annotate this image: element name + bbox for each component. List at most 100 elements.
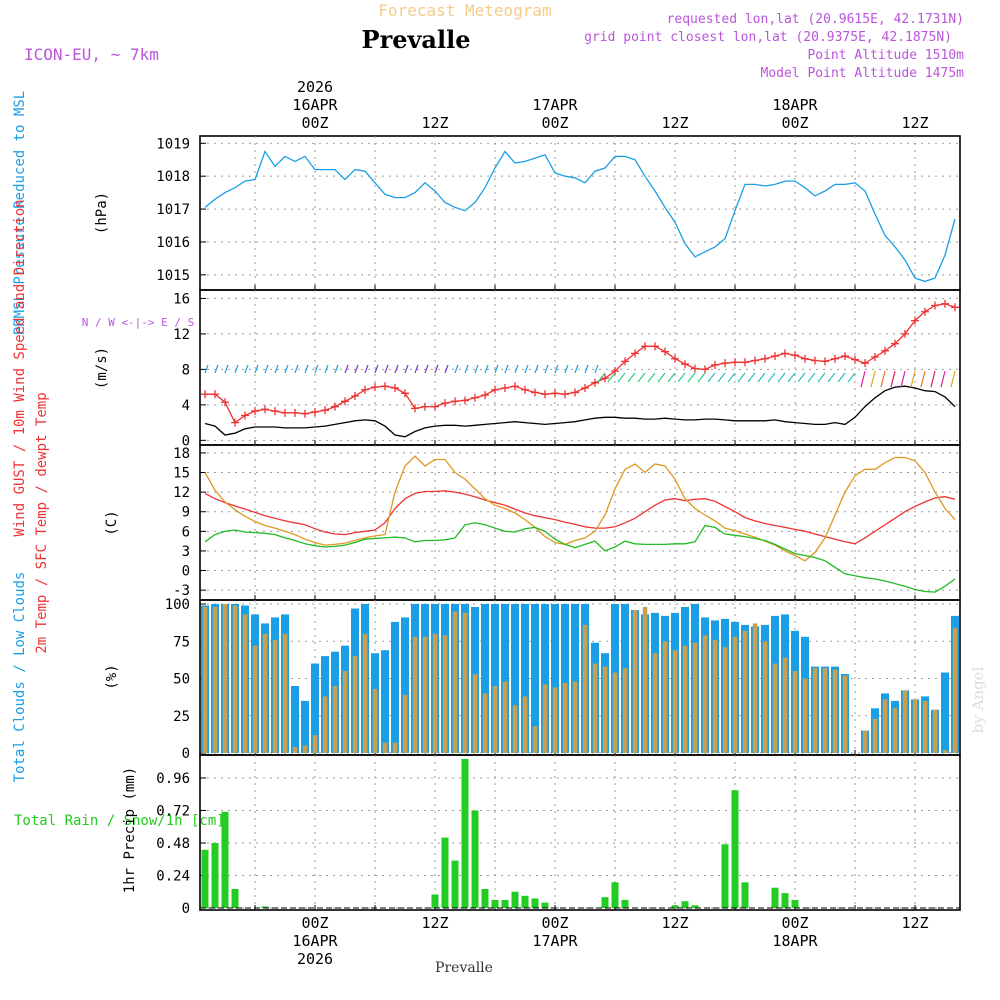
cloud-bar-low [442,635,448,753]
pressure-ytick-label: 1016 [156,235,190,251]
precip-bar [521,895,529,908]
wind-direction-arrow [950,371,956,388]
precip-bar [501,899,509,908]
precip-ytick-label: 0.48 [156,836,190,852]
cloud-bar-low [422,636,428,753]
wind-direction-arrow [504,364,509,374]
bottom-time-label: 00Z [781,914,808,932]
gust-marker [261,405,269,414]
plot-layer: 101510161017101810190481216-303691215180… [156,78,961,968]
precip-bar [211,843,219,908]
pressure-frame [199,135,961,291]
top-time-label: 12Z [661,114,688,132]
bottom-time-label: 00Z [301,914,328,932]
cloud-bar-low [482,693,488,753]
gust-marker [661,347,669,356]
wind-direction-arrow [414,364,419,374]
cloud-bar-low [872,718,878,753]
pressure-ytick-label: 1015 [156,268,190,284]
cloud-bar-total [941,672,949,753]
pressure-series-0 [204,150,956,283]
wind-direction-arrow [494,364,499,374]
wind-direction-arrow [364,364,369,374]
cloud-unit: (%) [104,664,120,689]
gust-marker [531,388,539,397]
cloud-bar-low [382,742,388,753]
gust-marker [201,390,209,399]
grid-coords: grid point closest lon,lat (20.9375E, 42… [584,30,952,45]
wind-series-1 [204,385,956,438]
gust-marker [431,402,439,411]
gust-marker [781,349,789,358]
temperature-ytick-label: 0 [182,564,190,580]
wind-direction-arrow [617,372,626,383]
cloud-bar-low [932,709,938,753]
wind-direction-arrow [294,364,299,374]
wind-direction-arrow [554,364,559,374]
cloud-bar-total [301,700,309,753]
cloud-bar-low [902,690,908,753]
model-label: ICON-EU, ~ 7km [24,45,159,64]
precip-bar [621,899,629,908]
gust-marker [681,360,689,369]
wind-direction-arrow [314,364,319,374]
temperature-ytick-label: 6 [182,524,190,540]
cloud-bar-total [291,686,299,753]
cloud-bar-low [732,636,738,753]
gust-marker [271,407,279,416]
cloud-bar-low [882,699,888,753]
cloud-bar-total [511,604,519,753]
cloud-title: Total Clouds / Low Clouds [12,572,28,783]
compass-label: N / W <-|-> E / S [82,316,195,329]
gust-marker [551,389,559,398]
gust-marker [451,397,459,406]
temperature-frame [199,444,961,601]
precip-bar [231,889,239,908]
clouds-ytick-label: 25 [173,709,190,725]
wind-direction-arrow [574,364,579,374]
temperature-ytick-label: 3 [182,544,190,560]
wind-direction-arrow [304,364,309,374]
precip-bar [451,860,459,908]
cloud-bar-low [462,612,468,753]
top-time-label: 00Z [541,114,568,132]
gust-marker [691,364,699,373]
precip-bar [491,899,499,908]
cloud-bar-total [391,621,399,753]
cloud-bar-total [481,604,489,753]
cloud-bar-low [572,681,578,753]
wind-direction-arrow [434,364,439,374]
gust-marker [911,316,919,325]
faded-title: Forecast Meteogram [378,1,551,20]
cloud-bar-low [312,735,318,753]
cloud-bar-total [551,604,559,753]
cloud-bar-low [892,708,898,753]
temp-unit: (C) [104,510,120,535]
gust-marker [831,354,839,363]
top-time-label: 18APR [772,96,818,114]
temperature-ytick-label: 12 [173,485,190,501]
wind-direction-arrow [920,371,926,388]
gust-marker [901,329,909,338]
cloud-bar-low [592,663,598,753]
wind-direction-arrow [900,371,906,388]
gust-marker [491,385,499,394]
bottom-time-label: 18APR [772,932,818,950]
gust-marker [461,396,469,405]
wind-direction-arrow [224,364,229,374]
cloud-bar-low [512,705,518,753]
wind-direction-arrow [234,364,239,374]
gust-marker [951,303,959,312]
cloud-bar-low [372,688,378,753]
cloud-bar-total [311,663,319,753]
wind-direction-arrow [254,364,259,374]
wind-direction-arrow [324,364,329,374]
wind-direction-arrow [444,364,449,374]
wind-direction-arrow [274,364,279,374]
gust-marker [301,409,309,418]
precip-bar [771,887,779,908]
wind-frame [199,289,961,446]
wind-direction-arrow [940,371,946,388]
wind-direction-arrow [827,372,836,383]
cloud-bar-low [832,669,838,753]
